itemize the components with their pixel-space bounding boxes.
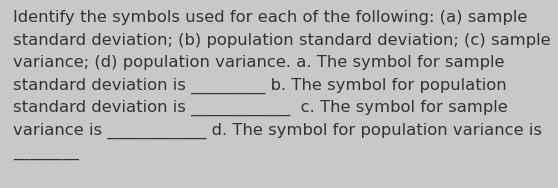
Text: standard deviation is ____________  c. The symbol for sample: standard deviation is ____________ c. Th…: [13, 100, 508, 116]
Text: ________: ________: [13, 145, 79, 160]
Text: variance is ____________ d. The symbol for population variance is: variance is ____________ d. The symbol f…: [13, 123, 542, 139]
Text: Identify the symbols used for each of the following: (a) sample: Identify the symbols used for each of th…: [13, 10, 527, 25]
Text: variance; (d) population variance. a. The symbol for sample: variance; (d) population variance. a. Th…: [13, 55, 504, 70]
Text: standard deviation; (b) population standard deviation; (c) sample: standard deviation; (b) population stand…: [13, 33, 551, 48]
Text: standard deviation is _________ b. The symbol for population: standard deviation is _________ b. The s…: [13, 77, 507, 94]
